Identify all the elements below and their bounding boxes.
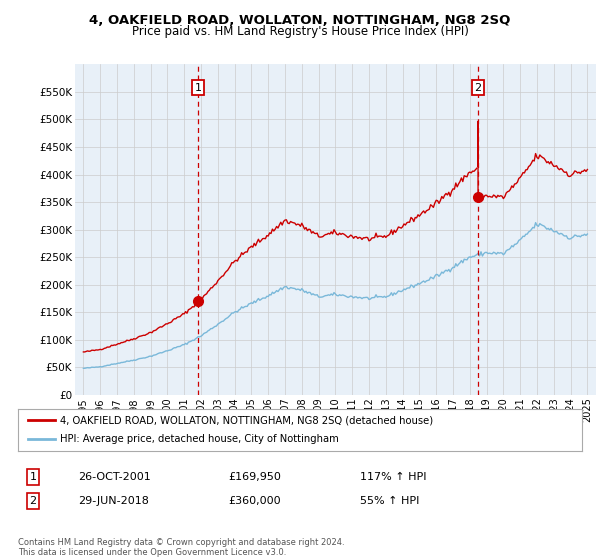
Text: £169,950: £169,950 — [228, 472, 281, 482]
Text: 55% ↑ HPI: 55% ↑ HPI — [360, 496, 419, 506]
Text: 2: 2 — [29, 496, 37, 506]
Text: 1: 1 — [29, 472, 37, 482]
Text: 117% ↑ HPI: 117% ↑ HPI — [360, 472, 427, 482]
Text: £360,000: £360,000 — [228, 496, 281, 506]
Text: Price paid vs. HM Land Registry's House Price Index (HPI): Price paid vs. HM Land Registry's House … — [131, 25, 469, 38]
Text: 29-JUN-2018: 29-JUN-2018 — [78, 496, 149, 506]
Text: 4, OAKFIELD ROAD, WOLLATON, NOTTINGHAM, NG8 2SQ: 4, OAKFIELD ROAD, WOLLATON, NOTTINGHAM, … — [89, 14, 511, 27]
Text: 2: 2 — [475, 82, 482, 92]
Text: Contains HM Land Registry data © Crown copyright and database right 2024.
This d: Contains HM Land Registry data © Crown c… — [18, 538, 344, 557]
Text: 1: 1 — [194, 82, 202, 92]
Text: 4, OAKFIELD ROAD, WOLLATON, NOTTINGHAM, NG8 2SQ (detached house): 4, OAKFIELD ROAD, WOLLATON, NOTTINGHAM, … — [60, 415, 433, 425]
Text: 26-OCT-2001: 26-OCT-2001 — [78, 472, 151, 482]
Text: HPI: Average price, detached house, City of Nottingham: HPI: Average price, detached house, City… — [60, 435, 339, 445]
